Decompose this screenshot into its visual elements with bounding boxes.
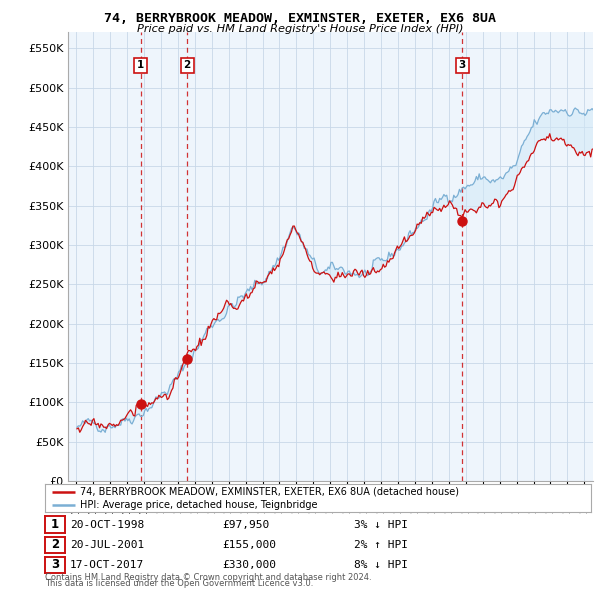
Text: 3: 3 bbox=[51, 558, 59, 571]
Text: 3: 3 bbox=[459, 61, 466, 70]
Text: This data is licensed under the Open Government Licence v3.0.: This data is licensed under the Open Gov… bbox=[45, 579, 313, 588]
Text: 1: 1 bbox=[51, 518, 59, 531]
Text: HPI: Average price, detached house, Teignbridge: HPI: Average price, detached house, Teig… bbox=[80, 500, 318, 510]
Text: 1: 1 bbox=[137, 61, 144, 70]
Text: Contains HM Land Registry data © Crown copyright and database right 2024.: Contains HM Land Registry data © Crown c… bbox=[45, 573, 371, 582]
Text: Price paid vs. HM Land Registry's House Price Index (HPI): Price paid vs. HM Land Registry's House … bbox=[137, 24, 463, 34]
Text: 8% ↓ HPI: 8% ↓ HPI bbox=[354, 560, 408, 570]
Text: £330,000: £330,000 bbox=[222, 560, 276, 570]
Text: 2% ↑ HPI: 2% ↑ HPI bbox=[354, 540, 408, 550]
Text: 74, BERRYBROOK MEADOW, EXMINSTER, EXETER, EX6 8UA (detached house): 74, BERRYBROOK MEADOW, EXMINSTER, EXETER… bbox=[80, 487, 460, 497]
Text: 20-OCT-1998: 20-OCT-1998 bbox=[70, 520, 145, 530]
Text: 74, BERRYBROOK MEADOW, EXMINSTER, EXETER, EX6 8UA: 74, BERRYBROOK MEADOW, EXMINSTER, EXETER… bbox=[104, 12, 496, 25]
Text: £155,000: £155,000 bbox=[222, 540, 276, 550]
Text: £97,950: £97,950 bbox=[222, 520, 269, 530]
Text: 3% ↓ HPI: 3% ↓ HPI bbox=[354, 520, 408, 530]
Text: 17-OCT-2017: 17-OCT-2017 bbox=[70, 560, 145, 570]
Text: 20-JUL-2001: 20-JUL-2001 bbox=[70, 540, 145, 550]
Text: 2: 2 bbox=[184, 61, 191, 70]
Text: 2: 2 bbox=[51, 538, 59, 551]
